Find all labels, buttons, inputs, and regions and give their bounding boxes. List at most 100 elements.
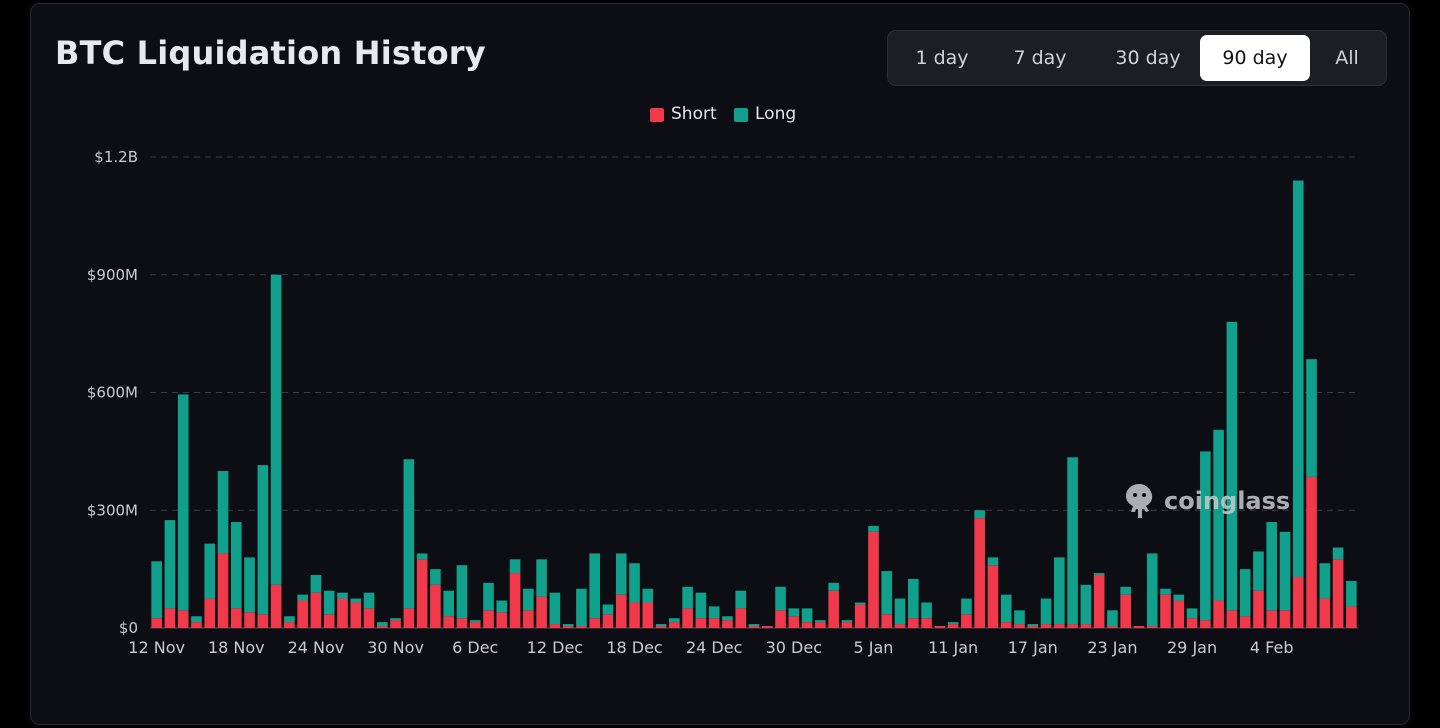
bar-short[interactable] (1160, 594, 1171, 628)
bar-long[interactable] (363, 592, 375, 609)
bar-short[interactable] (1054, 624, 1065, 628)
bar-short[interactable] (1067, 624, 1078, 628)
bar-long[interactable] (682, 586, 693, 609)
bar-long[interactable] (1266, 522, 1278, 611)
bar-long[interactable] (1332, 547, 1344, 560)
bar-long[interactable] (589, 553, 601, 619)
bar-short[interactable] (961, 614, 972, 628)
bar-short[interactable] (443, 616, 454, 628)
bar-short[interactable] (469, 622, 481, 628)
bar-long[interactable] (191, 616, 202, 623)
bar-long[interactable] (469, 620, 481, 623)
bar-short[interactable] (642, 602, 654, 628)
bar-short[interactable] (1173, 600, 1185, 628)
bar-long[interactable] (164, 520, 176, 609)
bar-short[interactable] (987, 565, 999, 628)
bar-long[interactable] (987, 557, 999, 566)
bar-short[interactable] (337, 598, 348, 628)
bar-long[interactable] (403, 459, 415, 609)
bar-long[interactable] (815, 620, 826, 623)
bar-short[interactable] (1346, 606, 1357, 628)
range-option-all[interactable]: All (1335, 47, 1359, 69)
bar-short[interactable] (284, 622, 295, 628)
bar-long[interactable] (642, 588, 654, 603)
bar-long[interactable] (1027, 624, 1039, 627)
legend-swatch-short[interactable] (650, 108, 664, 122)
bar-short[interactable] (576, 626, 587, 628)
bar-long[interactable] (1160, 588, 1171, 595)
bar-short[interactable] (1120, 594, 1131, 628)
bar-short[interactable] (655, 626, 667, 628)
bar-long[interactable] (695, 592, 707, 619)
bar-short[interactable] (748, 626, 760, 628)
bar-short[interactable] (390, 620, 401, 628)
bar-short[interactable] (363, 608, 375, 629)
bar-short[interactable] (1093, 575, 1105, 628)
bar-long[interactable] (1292, 180, 1304, 577)
bar-long[interactable] (602, 604, 614, 615)
bar-long[interactable] (1200, 451, 1211, 621)
bar-long[interactable] (1107, 610, 1118, 627)
bar-long[interactable] (536, 559, 547, 597)
bar-short[interactable] (310, 592, 322, 628)
bar-short[interactable] (881, 614, 893, 628)
bar-short[interactable] (323, 614, 335, 628)
bar-short[interactable] (1040, 624, 1052, 628)
bar-short[interactable] (589, 618, 601, 628)
bar-long[interactable] (456, 565, 468, 619)
bar-long[interactable] (270, 274, 282, 585)
bar-long[interactable] (828, 582, 839, 591)
bar-long[interactable] (1346, 580, 1357, 607)
bar-long[interactable] (523, 588, 534, 611)
bar-short[interactable] (775, 610, 786, 628)
bar-long[interactable] (669, 618, 680, 623)
bar-short[interactable] (841, 622, 853, 628)
bar-long[interactable] (1319, 563, 1331, 599)
bar-long[interactable] (377, 622, 388, 627)
bar-short[interactable] (934, 626, 946, 628)
bar-short[interactable] (164, 608, 176, 629)
bar-long[interactable] (1146, 553, 1158, 627)
bar-long[interactable] (894, 598, 906, 625)
bar-short[interactable] (695, 618, 707, 628)
bar-long[interactable] (323, 590, 335, 615)
bar-long[interactable] (655, 624, 667, 627)
bar-long[interactable] (801, 608, 813, 623)
bar-long[interactable] (549, 592, 561, 625)
bar-short[interactable] (297, 600, 308, 628)
bar-long[interactable] (1120, 586, 1131, 595)
bar-short[interactable] (1000, 622, 1012, 628)
bar-short[interactable] (1266, 610, 1278, 628)
bar-long[interactable] (788, 608, 800, 617)
bar-long[interactable] (854, 602, 866, 605)
bar-short[interactable] (1239, 616, 1251, 628)
bar-short[interactable] (854, 604, 866, 628)
bar-long[interactable] (841, 620, 853, 623)
bar-short[interactable] (788, 616, 800, 628)
bar-short[interactable] (523, 610, 534, 628)
bar-short[interactable] (509, 573, 521, 628)
bar-long[interactable] (177, 394, 189, 611)
bar-long[interactable] (1067, 457, 1078, 625)
bar-short[interactable] (629, 602, 640, 628)
bar-long[interactable] (1173, 594, 1185, 601)
bar-long[interactable] (297, 594, 308, 601)
bar-short[interactable] (230, 608, 242, 629)
bar-short[interactable] (1080, 624, 1092, 628)
bar-long[interactable] (1080, 584, 1092, 625)
bar-short[interactable] (1279, 610, 1291, 628)
legend-label-long[interactable]: Long (755, 104, 797, 124)
bar-short[interactable] (1146, 626, 1158, 628)
bar-short[interactable] (496, 612, 508, 628)
bar-short[interactable] (177, 610, 189, 628)
range-option-7-day[interactable]: 7 day (1013, 47, 1067, 69)
bar-long[interactable] (1213, 429, 1224, 601)
bar-short[interactable] (761, 626, 773, 628)
bar-long[interactable] (1000, 594, 1012, 623)
range-option-1-day[interactable]: 1 day (915, 47, 969, 69)
legend-swatch-long[interactable] (734, 108, 748, 122)
bar-long[interactable] (748, 624, 760, 627)
bar-short[interactable] (244, 612, 255, 628)
bar-short[interactable] (1014, 624, 1025, 628)
bar-long[interactable] (576, 588, 587, 627)
